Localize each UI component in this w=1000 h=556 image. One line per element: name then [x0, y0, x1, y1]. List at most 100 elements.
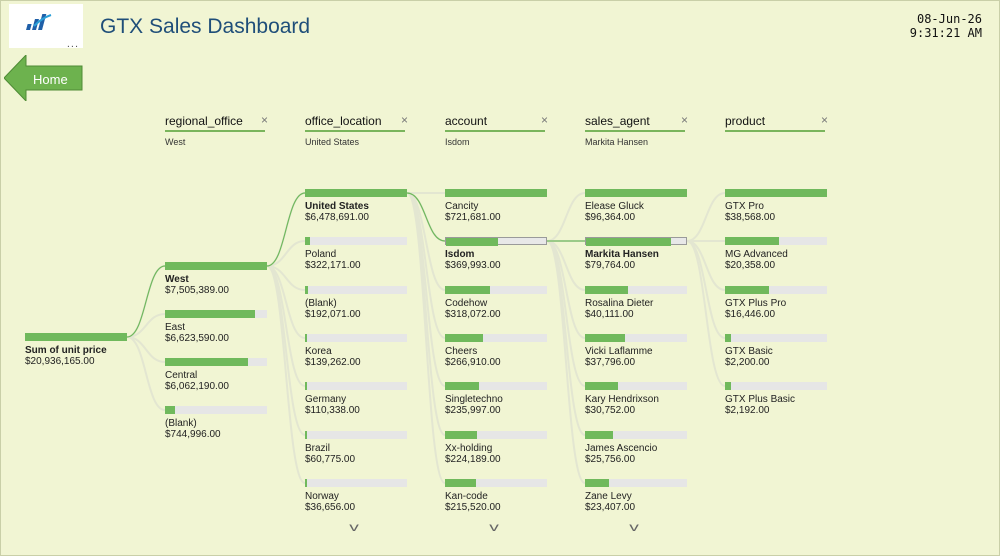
- node-value: $215,520.00: [445, 502, 501, 513]
- tree-node[interactable]: West $7,505,389.00: [165, 262, 267, 296]
- node-label: Elease Gluck: [585, 201, 644, 212]
- close-icon[interactable]: ×: [540, 113, 548, 127]
- column-header-office-location: office_location × United States: [305, 113, 408, 147]
- tree-node[interactable]: GTX Plus Basic $2,192.00: [725, 382, 827, 416]
- close-icon[interactable]: ×: [680, 113, 688, 127]
- tree-link: [266, 265, 306, 436]
- tree-node[interactable]: GTX Basic $2,200.00: [725, 334, 827, 368]
- node-value: $110,338.00: [305, 405, 360, 416]
- node-label: Isdom: [445, 249, 475, 260]
- tree-link: [546, 240, 586, 484]
- bar-fill: [165, 310, 255, 318]
- tree-node[interactable]: Vicki Laflamme $37,796.00: [585, 334, 687, 368]
- bar-track: [165, 406, 267, 414]
- bar-track: [445, 479, 547, 487]
- node-value: $192,071.00: [305, 309, 361, 320]
- bar-track: [725, 189, 827, 197]
- chevron-down-icon[interactable]: v: [489, 520, 499, 534]
- tree-node[interactable]: GTX Pro $38,568.00: [725, 189, 827, 223]
- time-text: 9:31:21 AM: [909, 26, 982, 40]
- tree-node[interactable]: Sum of unit price $20,936,165.00: [25, 333, 127, 367]
- bar-fill: [305, 479, 307, 487]
- tree-node[interactable]: (Blank) $192,071.00: [305, 286, 407, 320]
- bar-fill: [165, 406, 175, 414]
- tree-node[interactable]: Germany $110,338.00: [305, 382, 407, 416]
- tree-node[interactable]: Markita Hansen $79,764.00: [585, 237, 687, 271]
- chevron-down-icon[interactable]: v: [629, 520, 639, 534]
- node-label: Kan-code: [445, 491, 488, 502]
- node-label: Zane Levy: [585, 491, 632, 502]
- node-label: Central: [165, 370, 198, 381]
- home-button[interactable]: Home: [4, 55, 84, 101]
- close-icon[interactable]: ×: [820, 113, 828, 127]
- close-icon[interactable]: ×: [400, 113, 408, 127]
- node-label: Singletechno: [445, 394, 503, 405]
- node-label: Poland: [305, 249, 337, 260]
- node-label: Korea: [305, 346, 332, 357]
- tree-node[interactable]: United States $6,478,691.00: [305, 189, 407, 223]
- chevron-down-icon[interactable]: v: [349, 520, 359, 534]
- tree-node[interactable]: Xx-holding $224,189.00: [445, 431, 547, 465]
- tree-link: [406, 192, 446, 387]
- column-name: account: [445, 114, 545, 132]
- column-name: product: [725, 114, 825, 132]
- tree-node[interactable]: Cancity $721,681.00: [445, 189, 547, 223]
- bar-fill: [585, 431, 613, 439]
- bar-track: [445, 334, 547, 342]
- bar-fill: [305, 382, 307, 390]
- node-label: GTX Plus Basic: [725, 394, 796, 405]
- bar-track: [445, 237, 547, 246]
- bar-track: [585, 479, 687, 487]
- tree-node[interactable]: Elease Gluck $96,364.00: [585, 189, 687, 223]
- tree-node[interactable]: Singletechno $235,997.00: [445, 382, 547, 416]
- tree-link: [546, 240, 586, 436]
- node-label: Vicki Laflamme: [585, 346, 653, 357]
- tree-node[interactable]: Kary Hendrixson $30,752.00: [585, 382, 687, 416]
- column-name: office_location: [305, 114, 405, 132]
- tree-node[interactable]: James Ascencio $25,756.00: [585, 431, 687, 465]
- tree-node[interactable]: Zane Levy $23,407.00: [585, 479, 687, 513]
- tree-node[interactable]: Rosalina Dieter $40,111.00: [585, 286, 687, 320]
- bar-fill: [585, 479, 609, 487]
- bar-fill: [585, 286, 628, 294]
- bar-fill: [445, 189, 547, 197]
- bar-track: [305, 479, 407, 487]
- node-label: Markita Hansen: [585, 249, 659, 260]
- bar-fill: [165, 358, 248, 366]
- node-value: $2,200.00: [725, 357, 770, 368]
- node-label: Codehow: [445, 298, 488, 309]
- tree-node[interactable]: Codehow $318,072.00: [445, 286, 547, 320]
- node-label: (Blank): [165, 418, 197, 429]
- tree-node[interactable]: Poland $322,171.00: [305, 237, 407, 271]
- tree-node[interactable]: Cheers $266,910.00: [445, 334, 547, 368]
- node-label: James Ascencio: [585, 443, 658, 454]
- tree-link: [266, 265, 306, 484]
- tree-node[interactable]: MG Advanced $20,358.00: [725, 237, 827, 271]
- close-icon[interactable]: ×: [260, 113, 268, 127]
- tree-node[interactable]: Central $6,062,190.00: [165, 358, 267, 392]
- tree-node[interactable]: Korea $139,262.00: [305, 334, 407, 368]
- tree-link: [546, 240, 586, 339]
- tree-node[interactable]: Brazil $60,775.00: [305, 431, 407, 465]
- node-label: GTX Pro: [725, 201, 764, 212]
- bar-track: [585, 237, 687, 246]
- tree-node[interactable]: (Blank) $744,996.00: [165, 406, 267, 440]
- tree-node[interactable]: Isdom $369,993.00: [445, 237, 547, 271]
- node-value: $744,996.00: [165, 429, 221, 440]
- more-options-icon[interactable]: ...: [66, 38, 79, 50]
- bar-fill: [586, 238, 671, 246]
- bar-fill: [445, 334, 483, 342]
- tree-node[interactable]: Kan-code $215,520.00: [445, 479, 547, 513]
- node-label: Kary Hendrixson: [585, 394, 659, 405]
- node-label: East: [165, 322, 186, 333]
- bar-track: [305, 286, 407, 294]
- tree-node[interactable]: East $6,623,590.00: [165, 310, 267, 344]
- tree-node[interactable]: Norway $36,656.00: [305, 479, 407, 513]
- tree-node[interactable]: GTX Plus Pro $16,446.00: [725, 286, 827, 320]
- column-header-regional-office: regional_office × West: [165, 113, 268, 147]
- bar-fill: [445, 431, 477, 439]
- column-filter-value: Isdom: [445, 137, 470, 147]
- bar-fill: [585, 334, 625, 342]
- node-value: $25,756.00: [585, 454, 636, 465]
